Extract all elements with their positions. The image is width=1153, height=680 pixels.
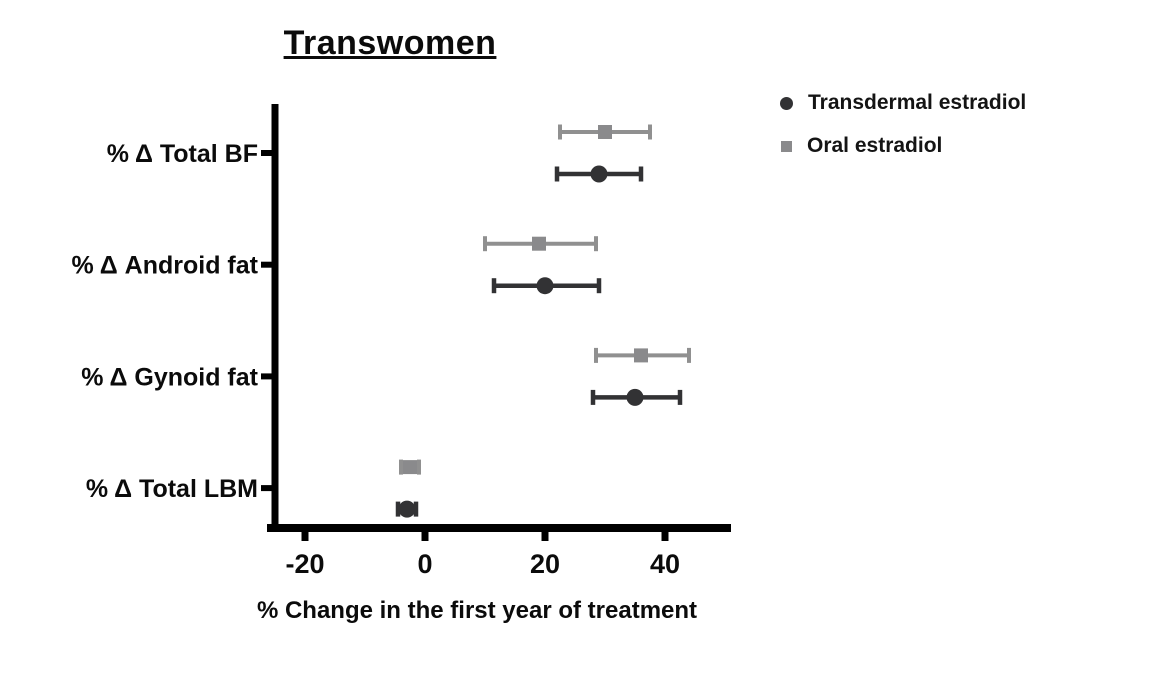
data-point-square-marker [403, 460, 417, 475]
legend: Transdermal estradiol Oral estradiol [780, 90, 1026, 159]
data-point-circle-marker [536, 277, 554, 295]
category-tick [261, 485, 272, 492]
legend-square-marker-icon [781, 140, 792, 152]
x-tick [541, 531, 549, 541]
legend-item-oral-estradiol: Oral estradiol [780, 133, 1026, 159]
x-tick [301, 531, 309, 541]
category-tick [261, 150, 272, 156]
legend-label-oral: Oral estradiol [807, 134, 943, 157]
data-point-circle-marker [590, 165, 608, 183]
data-point-square-marker [598, 125, 612, 139]
x-tick-label: 0 [417, 549, 432, 579]
data-point-square-marker [634, 348, 648, 363]
legend-circle-marker-icon [780, 96, 793, 110]
x-tick [421, 531, 429, 541]
data-point-square-marker [532, 236, 546, 251]
category-label: % Δ Android fat [72, 252, 259, 280]
y-axis-line [271, 104, 279, 532]
category-label: % Δ Gynoid fat [81, 363, 258, 391]
legend-label-transdermal: Transdermal estradiol [808, 91, 1027, 114]
category-tick [261, 261, 272, 268]
category-label: % Δ Total BF [107, 140, 258, 168]
x-tick-label: 20 [530, 549, 560, 579]
chart-title: Transwomen [283, 24, 497, 62]
x-tick [661, 531, 669, 541]
x-axis-label: % Change in the first year of treatment [256, 597, 698, 624]
data-point-circle-marker [398, 500, 416, 518]
x-tick-label: -20 [285, 549, 324, 579]
category-label: % Δ Total LBM [86, 475, 258, 503]
data-point-circle-marker [626, 388, 644, 406]
category-tick [261, 373, 272, 380]
legend-item-transdermal-estradiol: Transdermal estradiol [780, 90, 1026, 116]
x-tick-label: 40 [650, 549, 680, 579]
x-axis-line [267, 524, 731, 532]
